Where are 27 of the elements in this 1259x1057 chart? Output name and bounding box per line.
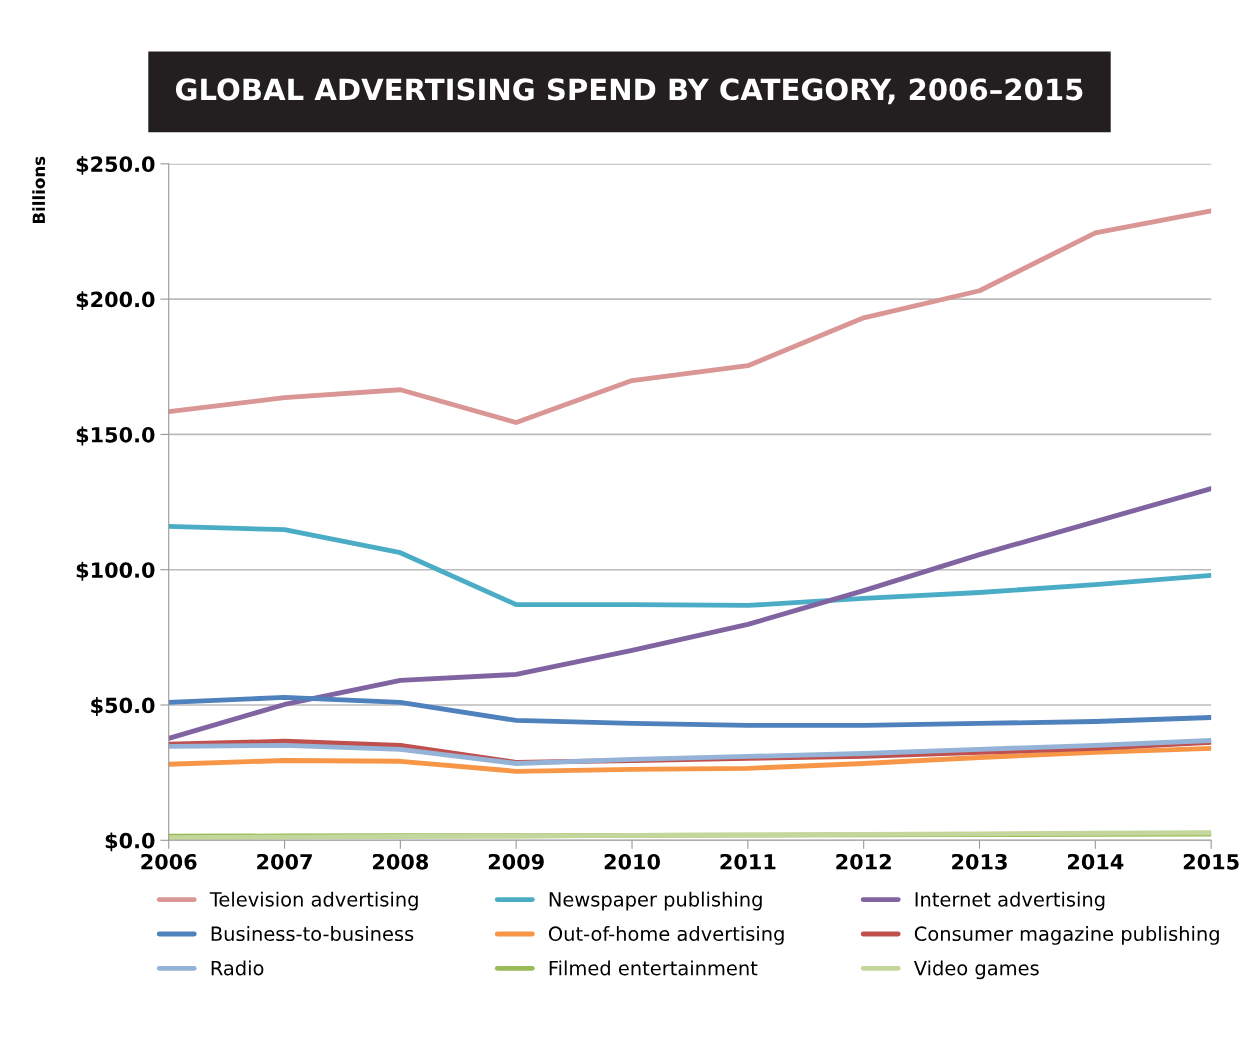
- x-tick-label: 2015: [1183, 853, 1239, 870]
- x-tick-label: 2008: [373, 853, 429, 870]
- legend-label: Business-to-business: [211, 926, 414, 942]
- y-tick-label: $200.0: [76, 291, 155, 311]
- y-tick-label: $0.0: [105, 832, 155, 852]
- y-tick-label: $250.0: [76, 155, 155, 175]
- x-tick-label: 2014: [1067, 853, 1124, 870]
- y-tick-label: $150.0: [76, 426, 155, 446]
- x-tick-label: 2011: [720, 853, 776, 870]
- legend-label: Radio: [211, 960, 264, 976]
- x-tick-label: 2012: [836, 853, 891, 870]
- x-tick-label: 2010: [604, 853, 661, 870]
- y-axis-title: Billions: [32, 156, 46, 224]
- y-tick-label: $100.0: [76, 561, 155, 581]
- legend-label: Internet advertising: [915, 891, 1105, 911]
- x-tick-label: 2009: [488, 853, 544, 870]
- chart-title: GLOBAL ADVERTISING SPEND BY CATEGORY, 2006–2015: [175, 78, 1083, 105]
- legend-label: Out-of-home advertising: [548, 926, 784, 945]
- y-tick-label: $50.0: [91, 697, 155, 716]
- legend-label: Television advertising: [209, 891, 418, 911]
- x-tick-label: 2013: [952, 853, 1007, 870]
- legend-label: Consumer magazine publishing: [914, 926, 1219, 945]
- legend-label: Video games: [913, 960, 1039, 980]
- legend-label: Filmed entertainment: [549, 960, 758, 976]
- x-tick-label: 2006: [141, 853, 197, 870]
- x-tick-label: 2007: [257, 853, 312, 870]
- legend-label: Newspaper publishing: [549, 891, 762, 911]
